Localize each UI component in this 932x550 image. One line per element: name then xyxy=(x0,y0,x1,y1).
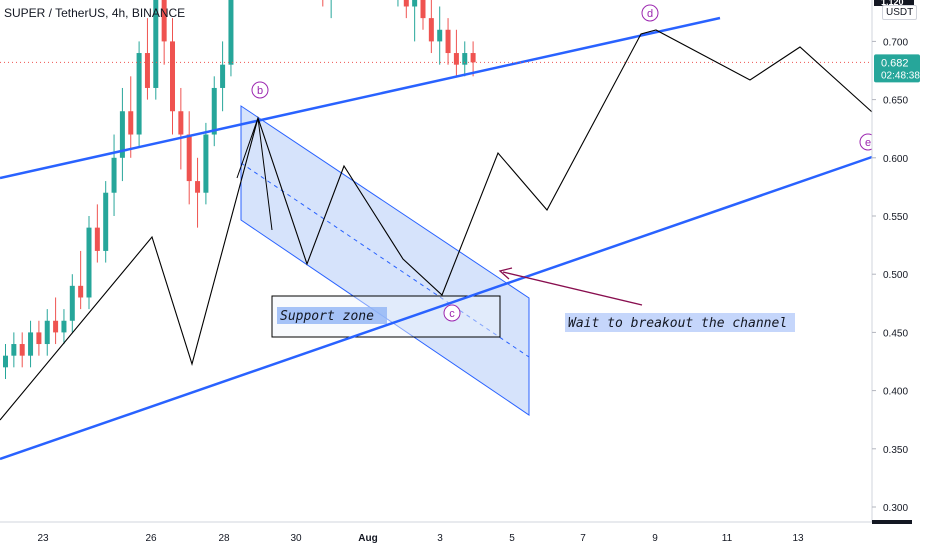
breakout-arrow-head xyxy=(498,267,513,280)
x-tick-label: Aug xyxy=(358,533,377,544)
channel-midline xyxy=(240,162,530,358)
y-tick-label: 0.550 xyxy=(883,212,908,223)
candle-body xyxy=(44,320,50,345)
x-tick-label: 5 xyxy=(509,533,515,544)
candle-body xyxy=(470,53,476,63)
candle-body xyxy=(111,157,117,193)
candle-body xyxy=(403,0,409,7)
candle-body xyxy=(28,332,34,356)
wave-projection-path xyxy=(0,29,873,421)
price-axis-bg xyxy=(872,0,932,550)
candle-body xyxy=(220,64,226,88)
candle-body xyxy=(161,0,167,42)
support-zone-label: Support zone xyxy=(280,309,374,324)
time-axis: 23 26 28 30 Aug 3 5 7 9 11 13 xyxy=(0,520,912,544)
current-price-text: 0.682 xyxy=(881,57,909,69)
candle-body xyxy=(119,111,125,158)
x-tick-label: 11 xyxy=(722,533,733,544)
support-zone-label-bg xyxy=(277,307,387,324)
upper-trendline xyxy=(0,16,721,180)
descending-channel[interactable] xyxy=(240,105,530,416)
axis-corner-bar xyxy=(872,520,912,524)
candlestick-series xyxy=(3,0,476,379)
y-tick-label: 0.700 xyxy=(883,37,908,48)
x-tick-label: 13 xyxy=(792,533,804,544)
drawings[interactable]: Support zone b c d e Wait to breakout the cha… xyxy=(0,0,877,461)
wave-c-label: c xyxy=(449,308,455,320)
wave-b-label: b xyxy=(257,85,263,97)
candle-body xyxy=(195,181,201,193)
x-tick-label: 23 xyxy=(37,533,49,544)
candle-body xyxy=(144,53,150,88)
wave-e-label: e xyxy=(865,137,871,149)
top-price-badge xyxy=(874,0,914,6)
candle-body xyxy=(3,355,8,368)
price-axis: 0.300 0.350 0.400 0.450 0.500 0.550 0.600 0.650… xyxy=(871,0,932,550)
x-tick-label: 3 xyxy=(437,533,443,544)
candle-body xyxy=(11,344,17,356)
candle-body xyxy=(437,29,443,42)
x-tick-label: 26 xyxy=(145,533,157,544)
y-tick-label: 0.600 xyxy=(883,154,908,165)
candle-body xyxy=(128,111,134,135)
candle-body xyxy=(69,285,75,321)
y-tick-label: 0.400 xyxy=(883,387,908,398)
y-tick-label: 0.650 xyxy=(883,96,908,107)
candle-body xyxy=(61,320,67,333)
candle-body xyxy=(86,227,92,298)
countdown-text: 02:48:38 xyxy=(881,70,920,81)
symbol-title[interactable]: SUPER / TetherUS, 4h, BINANCE xyxy=(4,6,186,20)
candle-body xyxy=(178,111,184,135)
candle-body xyxy=(228,0,234,65)
wave-d-circle xyxy=(641,4,659,22)
lower-trendline xyxy=(0,155,873,461)
wave-b-circle xyxy=(251,81,269,99)
wave-d-label: d xyxy=(647,8,653,20)
candle-body xyxy=(453,53,459,65)
candle-body xyxy=(462,53,468,65)
currency-badge[interactable]: USDT xyxy=(882,5,918,20)
y-tick-label: 0.500 xyxy=(883,270,908,281)
candle-body xyxy=(53,320,59,333)
descending-channel-area xyxy=(240,105,530,416)
x-tick-label: 7 xyxy=(580,533,586,544)
x-tick-label: 30 xyxy=(290,533,302,544)
x-tick-label: 28 xyxy=(218,533,230,544)
breakout-note: Wait to breakout the channel xyxy=(568,316,787,331)
breakout-arrow-line xyxy=(502,271,643,306)
candle-body xyxy=(170,41,175,112)
candle-body xyxy=(136,53,142,135)
y-tick-label: 0.350 xyxy=(883,445,908,456)
candle-body xyxy=(420,0,426,19)
candle-body xyxy=(428,18,434,42)
candle-body xyxy=(203,134,209,193)
candle-body xyxy=(186,134,192,182)
y-tick-label: 0.300 xyxy=(883,503,908,514)
y-tick-label: 0.450 xyxy=(883,328,908,339)
wave-b-peak xyxy=(236,117,273,231)
candle-body xyxy=(78,285,84,298)
top-price-text: 1.120 xyxy=(881,0,904,7)
candle-body xyxy=(211,87,217,135)
candle-body xyxy=(94,227,100,251)
candle-body xyxy=(19,344,25,356)
candle-body xyxy=(103,192,109,251)
candle-body xyxy=(153,0,159,88)
candle-body xyxy=(412,0,418,7)
current-price-badge xyxy=(874,54,920,83)
candle-body xyxy=(36,332,42,345)
wave-c-circle xyxy=(443,304,461,322)
breakout-note-bg xyxy=(565,313,795,332)
candle-body xyxy=(445,29,451,54)
x-tick-label: 9 xyxy=(652,533,658,544)
